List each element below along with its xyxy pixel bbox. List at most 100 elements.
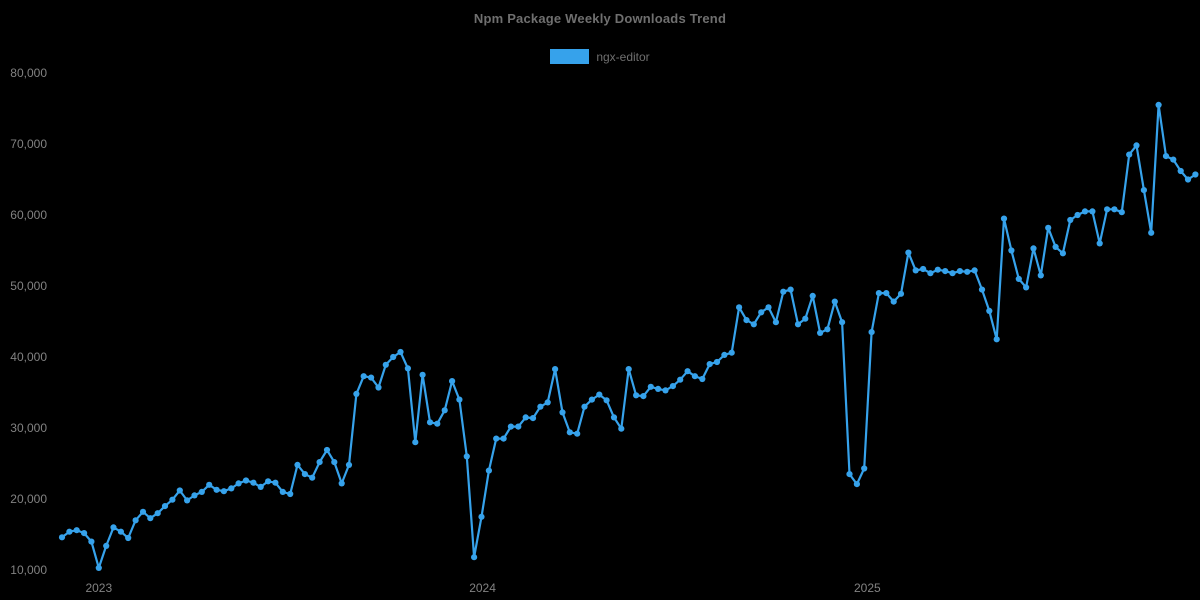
- data-point-marker[interactable]: [559, 409, 566, 416]
- data-point-marker[interactable]: [537, 403, 544, 410]
- data-point-marker[interactable]: [139, 508, 147, 515]
- data-point-marker[interactable]: [382, 361, 389, 368]
- data-point-marker[interactable]: [309, 474, 316, 481]
- data-point-marker[interactable]: [736, 304, 743, 311]
- data-point-marker[interactable]: [279, 488, 286, 495]
- data-point-marker[interactable]: [934, 266, 941, 273]
- data-point-marker[interactable]: [265, 478, 272, 485]
- data-point-marker[interactable]: [1023, 284, 1030, 291]
- data-point-marker[interactable]: [1170, 156, 1177, 163]
- data-point-marker[interactable]: [338, 480, 345, 487]
- data-point-marker[interactable]: [294, 461, 301, 468]
- data-point-marker[interactable]: [1067, 216, 1074, 224]
- data-point-marker[interactable]: [449, 378, 456, 385]
- data-point-marker[interactable]: [713, 358, 721, 366]
- data-point-marker[interactable]: [640, 393, 647, 400]
- data-point-marker[interactable]: [831, 298, 838, 305]
- data-point-marker[interactable]: [743, 317, 750, 324]
- data-point-marker[interactable]: [1148, 229, 1155, 236]
- data-point-marker[interactable]: [868, 329, 875, 336]
- data-point-marker[interactable]: [463, 453, 470, 460]
- data-point-marker[interactable]: [728, 349, 735, 356]
- legend-item-ngx-editor[interactable]: ngx-editor: [550, 49, 650, 64]
- data-point-marker[interactable]: [125, 534, 132, 542]
- data-point-marker[interactable]: [699, 375, 706, 383]
- data-point-marker[interactable]: [861, 465, 868, 472]
- data-point-marker[interactable]: [655, 385, 662, 392]
- data-point-marker[interactable]: [206, 481, 213, 488]
- data-point-marker[interactable]: [213, 486, 220, 493]
- data-point-marker[interactable]: [1126, 151, 1133, 158]
- data-point-marker[interactable]: [809, 292, 816, 299]
- data-point-marker[interactable]: [794, 321, 802, 328]
- data-point-marker[interactable]: [581, 403, 588, 410]
- data-point-marker[interactable]: [1000, 215, 1008, 222]
- data-point-marker[interactable]: [456, 396, 463, 403]
- data-point-marker[interactable]: [471, 554, 478, 561]
- data-point-marker[interactable]: [132, 517, 139, 524]
- data-point-marker[interactable]: [772, 319, 780, 326]
- data-point-marker[interactable]: [390, 353, 397, 361]
- data-point-marker[interactable]: [287, 490, 294, 498]
- data-point-marker[interactable]: [1118, 209, 1125, 216]
- data-point-marker[interactable]: [375, 384, 382, 391]
- data-point-marker[interactable]: [1008, 247, 1015, 254]
- data-point-marker[interactable]: [1030, 245, 1037, 252]
- data-point-marker[interactable]: [412, 439, 419, 446]
- data-point-marker[interactable]: [81, 530, 88, 537]
- data-point-marker[interactable]: [610, 414, 618, 421]
- data-point-marker[interactable]: [1081, 208, 1089, 215]
- data-point-marker[interactable]: [758, 309, 765, 316]
- data-point-marker[interactable]: [478, 513, 485, 520]
- data-point-marker[interactable]: [95, 564, 102, 572]
- data-point-marker[interactable]: [596, 391, 603, 398]
- data-point-marker[interactable]: [117, 528, 124, 535]
- data-point-marker[interactable]: [625, 366, 632, 373]
- data-point-marker[interactable]: [515, 423, 522, 430]
- data-point-marker[interactable]: [242, 477, 250, 484]
- data-point-marker[interactable]: [912, 267, 919, 274]
- data-point-marker[interactable]: [1192, 171, 1199, 178]
- data-point-marker[interactable]: [817, 329, 824, 336]
- data-point-marker[interactable]: [184, 497, 191, 504]
- data-point-marker[interactable]: [485, 467, 492, 474]
- data-point-marker[interactable]: [397, 348, 404, 356]
- data-point-marker[interactable]: [198, 488, 205, 495]
- data-point-marker[interactable]: [522, 414, 529, 421]
- data-point-marker[interactable]: [507, 423, 514, 430]
- data-point-marker[interactable]: [1015, 275, 1022, 282]
- data-point-marker[interactable]: [942, 268, 949, 275]
- data-point-marker[interactable]: [500, 435, 507, 442]
- data-point-marker[interactable]: [404, 365, 411, 372]
- data-point-marker[interactable]: [691, 373, 699, 380]
- data-point-marker[interactable]: [978, 286, 986, 293]
- data-point-marker[interactable]: [191, 492, 198, 499]
- data-point-marker[interactable]: [802, 315, 809, 322]
- data-point-marker[interactable]: [161, 503, 169, 510]
- data-point-marker[interactable]: [360, 373, 367, 380]
- data-point-marker[interactable]: [257, 483, 264, 490]
- data-point-marker[interactable]: [1059, 250, 1066, 257]
- data-point-marker[interactable]: [1045, 224, 1052, 231]
- data-point-marker[interactable]: [1184, 176, 1192, 183]
- data-point-marker[interactable]: [956, 268, 964, 275]
- data-point-marker[interactable]: [927, 270, 934, 277]
- data-point-marker[interactable]: [566, 429, 573, 436]
- data-point-marker[interactable]: [1111, 206, 1118, 213]
- data-point-marker[interactable]: [721, 351, 728, 358]
- data-point-marker[interactable]: [147, 515, 154, 522]
- data-point-marker[interactable]: [493, 435, 500, 442]
- data-point-marker[interactable]: [662, 387, 669, 394]
- data-point-marker[interactable]: [426, 419, 434, 426]
- data-point-marker[interactable]: [890, 298, 897, 305]
- data-point-marker[interactable]: [780, 288, 787, 295]
- data-point-marker[interactable]: [905, 249, 912, 256]
- data-point-marker[interactable]: [220, 488, 227, 495]
- data-point-marker[interactable]: [1140, 187, 1147, 194]
- data-point-marker[interactable]: [353, 390, 360, 397]
- data-point-marker[interactable]: [1104, 206, 1111, 213]
- data-point-marker[interactable]: [176, 487, 183, 494]
- data-point-marker[interactable]: [235, 480, 242, 487]
- data-point-marker[interactable]: [368, 374, 375, 381]
- data-point-marker[interactable]: [1074, 211, 1081, 219]
